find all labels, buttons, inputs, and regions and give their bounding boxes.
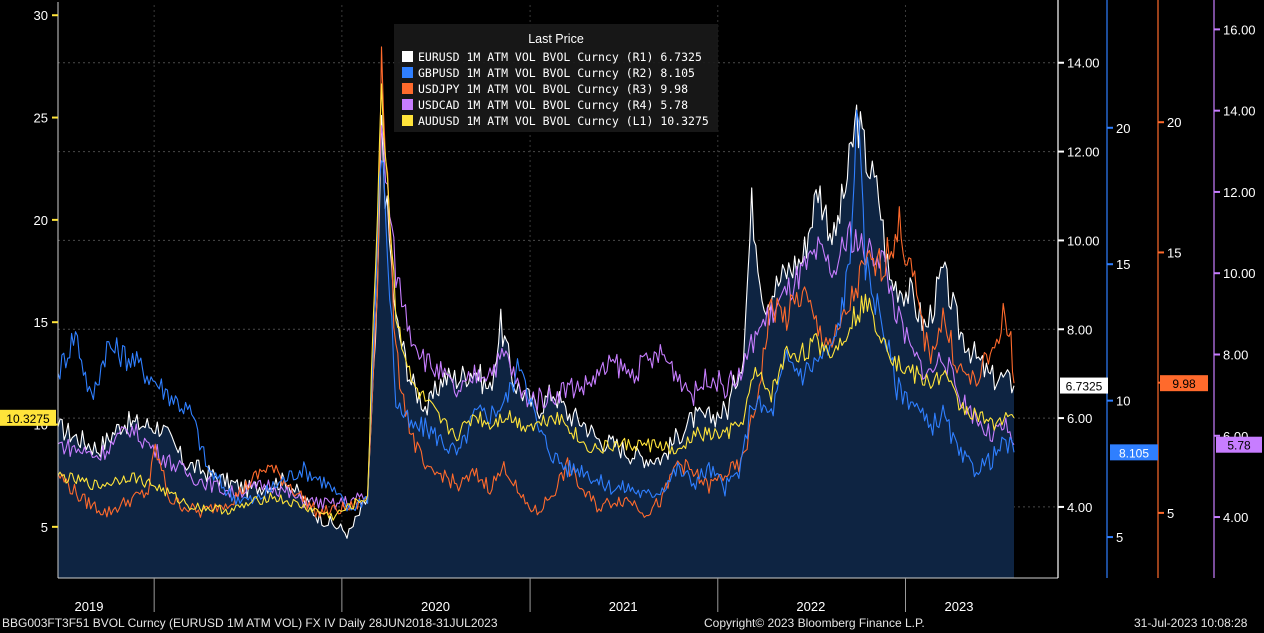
legend-label: GBPUSD 1M ATM VOL BVOL Curncy (R2) 8.105	[418, 66, 695, 80]
right-tick-label: 15	[1116, 257, 1130, 272]
x-tick-label: 2023	[945, 599, 974, 614]
right-tick-label: 4.00	[1223, 510, 1248, 525]
legend-swatch	[402, 67, 413, 78]
last-value-label: 6.7325	[1066, 380, 1103, 394]
footer-timestamp: 31-Jul-2023 10:08:28	[1134, 616, 1248, 630]
right-tick-label: 8.00	[1223, 347, 1248, 362]
series-area-fill	[58, 105, 1014, 578]
series-line	[57, 109, 1015, 512]
last-value-label: 9.98	[1172, 377, 1196, 391]
right-tick-label: 10.00	[1067, 233, 1100, 248]
legend-label: USDCAD 1M ATM VOL BVOL Curncy (R4) 5.78	[418, 98, 689, 112]
x-tick-label: 2022	[796, 599, 825, 614]
last-value-tag	[1160, 375, 1208, 392]
legend-entry: USDJPY 1M ATM VOL BVOL Curncy (R3) 9.98	[394, 81, 718, 97]
series-line	[57, 83, 1015, 521]
right-tick-label: 20	[1167, 115, 1181, 130]
right-tick-label: 4.00	[1067, 500, 1092, 515]
left-tick-label: 25	[34, 111, 48, 126]
right-tick-label: 10.00	[1223, 266, 1256, 281]
last-value-tag	[0, 409, 56, 426]
right-tick-label: 8.00	[1067, 322, 1092, 337]
last-value-label: 5.78	[1227, 439, 1251, 453]
left-tick-label: 15	[34, 315, 48, 330]
footer-copyright: Copyright© 2023 Bloomberg Finance L.P.	[704, 616, 925, 630]
left-tick-label: 30	[34, 8, 48, 23]
legend-swatch	[402, 83, 413, 94]
right-tick-label: 14.00	[1067, 56, 1100, 71]
series-line	[57, 46, 1015, 518]
right-tick-label: 6.00	[1067, 411, 1092, 426]
legend-entry: GBPUSD 1M ATM VOL BVOL Curncy (R2) 8.105	[394, 65, 718, 81]
series-line	[57, 125, 1015, 510]
right-tick-label: 20	[1116, 121, 1130, 136]
right-tick-label: 14.00	[1223, 104, 1256, 119]
footer-ticker: BBG003FT3F51 BVOL Curncy (EURUSD 1M ATM …	[2, 616, 498, 630]
last-value-label: 8.105	[1119, 446, 1149, 460]
legend-swatch	[402, 115, 413, 126]
x-tick-label: 2019	[75, 599, 104, 614]
legend-title: Last Price	[528, 32, 584, 46]
legend-label: USDJPY 1M ATM VOL BVOL Curncy (R3) 9.98	[418, 82, 689, 96]
legend-label: AUDUSD 1M ATM VOL BVOL Curncy (L1) 10.32…	[418, 114, 709, 128]
last-value-tag	[1110, 444, 1158, 461]
left-tick-label: 5	[41, 520, 48, 535]
right-tick-label: 5	[1167, 506, 1174, 521]
legend-swatch	[402, 51, 413, 62]
last-value-tag	[1060, 377, 1108, 394]
right-tick-label: 12.00	[1223, 185, 1256, 200]
fill-layer	[58, 105, 1014, 578]
last-value-tag	[1216, 436, 1262, 453]
legend-label: EURUSD 1M ATM VOL BVOL Curncy (R1) 6.732…	[418, 50, 702, 64]
x-tick-label: 2021	[609, 599, 638, 614]
right-tick-label: 16.00	[1223, 22, 1256, 37]
left-tick-label: 20	[34, 213, 48, 228]
line-layer	[57, 46, 1015, 539]
legend-entry: AUDUSD 1M ATM VOL BVOL Curncy (L1) 10.32…	[394, 113, 718, 129]
right-tick-label: 15	[1167, 245, 1181, 260]
right-tick-label: 10	[1116, 394, 1130, 409]
legend-swatch	[402, 99, 413, 110]
tag-layer: 10.3275 6.7325 8.105 9.98 5.78	[0, 375, 1262, 461]
x-tick-label: 2020	[421, 599, 450, 614]
last-value-label: 10.3275	[6, 412, 50, 426]
right-tick-label: 5	[1116, 530, 1123, 545]
axis-layer: 5 10 15 20 25 30 4.00 6.00 8.00 10.00 12.00 14.00 5 1…	[34, 0, 1256, 614]
right-tick-label: 12.00	[1067, 145, 1100, 160]
legend-entry: EURUSD 1M ATM VOL BVOL Curncy (R1) 6.732…	[394, 49, 718, 65]
legend: Last Price EURUSD 1M ATM VOL BVOL Curncy…	[394, 24, 718, 132]
legend-entry: USDCAD 1M ATM VOL BVOL Curncy (R4) 5.78	[394, 97, 718, 113]
